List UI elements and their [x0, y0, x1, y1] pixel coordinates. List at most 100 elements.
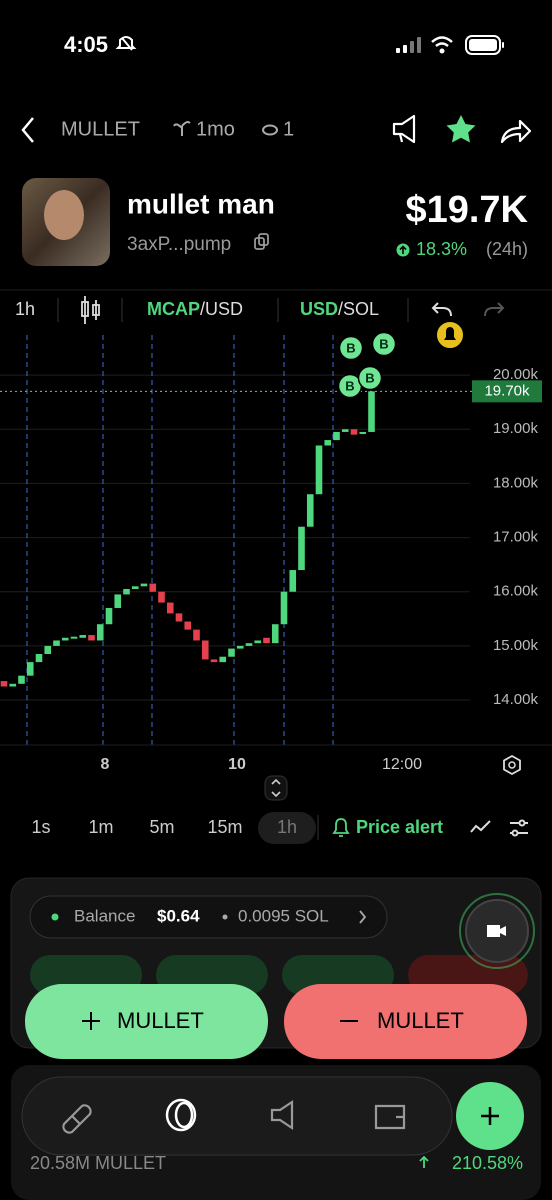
y-tick-label: 19.00k [493, 420, 539, 437]
y-tick-label: 14.00k [493, 691, 539, 708]
clock: 4:05 [64, 32, 108, 57]
alert-icon [332, 818, 350, 837]
candle [201, 640, 209, 660]
candle [175, 613, 183, 622]
back-button[interactable] [21, 117, 34, 143]
usd: /USD [200, 299, 243, 319]
timeframe[interactable]: 1h [277, 817, 297, 837]
candle [289, 570, 297, 592]
interval[interactable]: 1h [15, 299, 35, 319]
y-tick-label: 20.00k [493, 366, 539, 383]
chart: 20.00k 19.00k 18.00k 17.00k 16.00k 15.00k 14.0… [0, 331, 542, 773]
candle [228, 648, 235, 657]
price-alert[interactable]: Price alert [356, 817, 443, 837]
balance-sol: 0.0095 SOL [238, 906, 329, 925]
nav-pill[interactable] [62, 1104, 92, 1134]
watchers: 1 [283, 118, 294, 140]
y-tick-label: 16.00k [493, 583, 539, 600]
candle [88, 635, 95, 641]
candle [306, 494, 314, 527]
candle [333, 431, 340, 441]
candle [184, 621, 192, 630]
token-price: $19.7K [405, 189, 528, 231]
candle [315, 445, 323, 495]
copy-icon[interactable] [254, 233, 269, 250]
candle [53, 640, 60, 646]
x-tick-label: 10 [228, 756, 246, 773]
candle [149, 583, 157, 592]
candle [96, 624, 104, 641]
y-tick-label: 15.00k [493, 637, 539, 654]
candle [271, 624, 279, 644]
buy-marker-label: B [345, 378, 354, 393]
nav-wallet[interactable] [374, 1104, 406, 1130]
indicators[interactable] [510, 819, 528, 837]
token-name: mullet man [127, 188, 275, 219]
share-button[interactable] [500, 119, 532, 144]
token-change: 18.3% [416, 239, 467, 259]
candle [105, 607, 113, 625]
candle [140, 583, 148, 587]
sell-button[interactable] [284, 984, 527, 1059]
age: 1mo [196, 118, 235, 140]
mcap: MCAP [147, 299, 200, 319]
status-icons [115, 35, 504, 55]
candle [114, 594, 122, 608]
avatar-face [44, 190, 84, 240]
candle [280, 591, 288, 625]
timeframe[interactable]: 15m [207, 817, 242, 837]
candle [18, 675, 25, 684]
nav-home[interactable] [165, 1098, 197, 1132]
candle [254, 640, 262, 644]
buy-marker-label: B [346, 340, 355, 355]
mcap-toggle[interactable]: MCAP/USD [147, 299, 243, 319]
timeframe[interactable]: 5m [149, 817, 174, 837]
candle [35, 654, 43, 663]
candle [263, 637, 270, 644]
candle [359, 431, 367, 434]
sell-label: MULLET [377, 1008, 464, 1033]
redo[interactable] [484, 302, 505, 317]
balance-label: Balance [74, 906, 135, 925]
buy-button[interactable] [25, 984, 268, 1059]
announce-button[interactable] [392, 114, 416, 144]
balance-usd: $0.64 [157, 906, 200, 925]
nav-bar [21, 1076, 453, 1156]
candle [131, 586, 139, 590]
collapse-button[interactable] [264, 775, 288, 801]
holdings-change: 210.58% [452, 1153, 523, 1173]
ticker: MULLET [61, 118, 140, 140]
candle [61, 637, 69, 641]
favorite-button[interactable] [446, 115, 476, 143]
chart-settings[interactable] [503, 754, 521, 776]
timeframe[interactable]: 1m [88, 817, 113, 837]
currency-toggle[interactable]: USD/SOL [300, 299, 379, 319]
candle-icon[interactable] [81, 296, 100, 324]
line-toggle[interactable] [470, 820, 491, 833]
balance-pill[interactable] [29, 895, 388, 939]
candle [193, 629, 200, 641]
candle [158, 591, 165, 603]
candle [166, 602, 174, 614]
buy-marker [338, 335, 364, 361]
sol: /SOL [338, 299, 379, 319]
candle [298, 526, 305, 571]
y-tick-label: 18.00k [493, 474, 539, 491]
y-tick-label: 17.00k [493, 529, 539, 546]
candle [324, 440, 332, 446]
buy-marker [371, 331, 397, 357]
holdings-amount: 20.58M MULLET [30, 1153, 166, 1173]
candle [341, 429, 349, 432]
candle [79, 635, 87, 638]
timeframes: 1s 1m 5m 15m 1h [31, 812, 316, 844]
candle [70, 636, 78, 639]
nav-announce[interactable] [270, 1099, 294, 1131]
age-icon [173, 121, 191, 136]
undo[interactable] [431, 302, 452, 317]
usd2: USD [300, 299, 338, 319]
x-tick-label: 8 [101, 756, 110, 773]
timeframe-selected [258, 812, 316, 844]
timeframe[interactable]: 1s [31, 817, 50, 837]
